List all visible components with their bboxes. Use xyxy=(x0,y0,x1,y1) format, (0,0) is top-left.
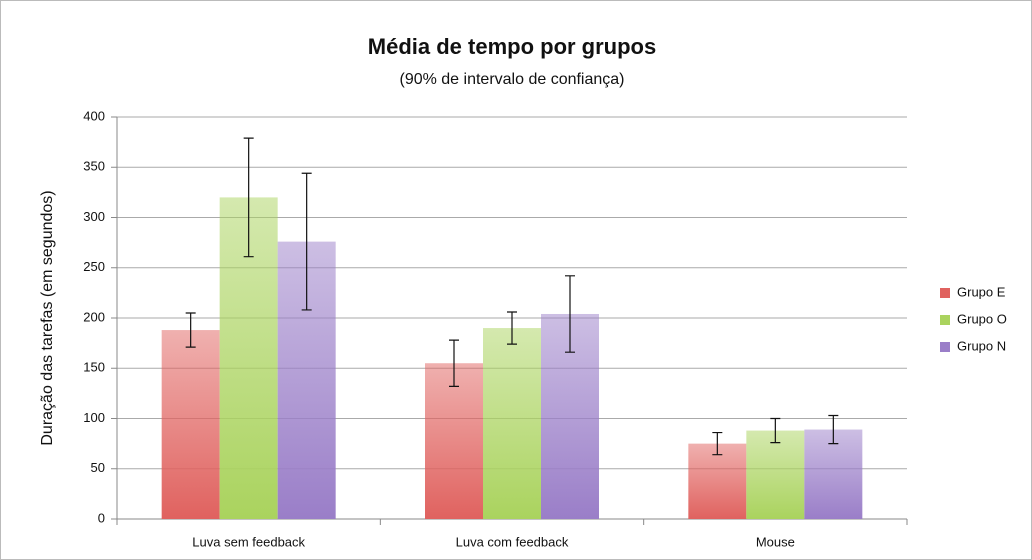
legend-swatch xyxy=(940,288,950,298)
y-tick-label: 50 xyxy=(91,460,105,475)
y-tick-label: 300 xyxy=(83,209,105,224)
y-tick-label: 200 xyxy=(83,309,105,324)
bar xyxy=(746,430,805,519)
y-tick-label: 0 xyxy=(98,510,105,525)
error-bar xyxy=(828,414,839,445)
y-tick-label: 350 xyxy=(83,159,105,174)
legend-label: Grupo O xyxy=(957,311,1007,326)
error-bar xyxy=(301,172,312,311)
error-bar xyxy=(565,275,575,353)
x-tick-label: Luva sem feedback xyxy=(192,534,305,549)
y-tick-label: 100 xyxy=(83,410,105,425)
error-bar xyxy=(770,417,781,444)
y-tick-label: 150 xyxy=(83,360,105,375)
bar xyxy=(161,330,220,519)
x-tick-label: Mouse xyxy=(756,534,795,549)
legend-label: Grupo E xyxy=(957,284,1006,299)
bar xyxy=(425,363,483,519)
y-axis-label: Duração das tarefas (em segundos) xyxy=(39,190,56,445)
legend-swatch xyxy=(940,315,950,325)
bar xyxy=(804,429,863,519)
error-bar xyxy=(712,431,723,456)
error-bar xyxy=(449,339,459,387)
y-tick-label: 400 xyxy=(83,108,105,123)
legend-swatch xyxy=(940,342,950,352)
y-tick-label: 250 xyxy=(83,259,105,274)
error-bar xyxy=(185,312,196,348)
bar xyxy=(483,328,541,519)
legend-label: Grupo N xyxy=(957,338,1006,353)
x-tick-label: Luva com feedback xyxy=(456,534,569,549)
chart-title: Média de tempo por grupos xyxy=(368,34,656,59)
error-bar xyxy=(507,311,517,345)
bar xyxy=(688,443,747,519)
chart-subtitle: (90% de intervalo de confiança) xyxy=(399,71,624,88)
error-bar xyxy=(243,137,254,258)
